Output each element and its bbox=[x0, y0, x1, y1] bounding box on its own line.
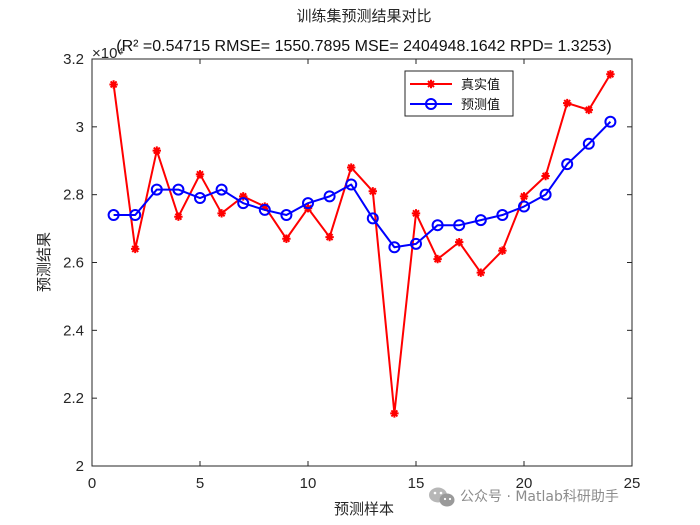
series-line bbox=[113, 121, 612, 249]
data-point bbox=[433, 254, 442, 264]
watermark: 公众号 · Matlab科研助手 bbox=[429, 487, 619, 507]
y-axis-label: 预测结果 bbox=[35, 232, 53, 292]
data-point bbox=[150, 183, 163, 196]
data-point bbox=[606, 70, 615, 79]
y-tick-label: 2.8 bbox=[63, 187, 84, 204]
y-tick-label: 2.2 bbox=[63, 390, 84, 407]
x-tick-label: 10 bbox=[300, 475, 317, 492]
data-point bbox=[217, 209, 226, 218]
data-point bbox=[195, 170, 205, 179]
data-point bbox=[474, 214, 487, 227]
x-tick-label: 25 bbox=[624, 475, 641, 492]
y-exponent-label: ×10⁴ bbox=[92, 45, 124, 62]
data-point bbox=[323, 190, 336, 203]
legend-box bbox=[404, 70, 514, 117]
data-point bbox=[174, 212, 183, 221]
data-point bbox=[453, 219, 466, 232]
data-point bbox=[539, 188, 552, 201]
data-point bbox=[411, 209, 421, 218]
data-point bbox=[496, 209, 509, 222]
data-point bbox=[388, 241, 401, 254]
data-point bbox=[561, 158, 574, 171]
data-point bbox=[563, 98, 572, 108]
data-point bbox=[347, 163, 356, 172]
data-point bbox=[194, 192, 206, 205]
data-point bbox=[258, 203, 271, 216]
series-actual bbox=[109, 70, 615, 418]
x-tick-label: 0 bbox=[88, 475, 96, 492]
data-point bbox=[410, 237, 422, 250]
data-point bbox=[582, 137, 595, 150]
series-predicted bbox=[107, 115, 617, 254]
data-point bbox=[431, 219, 444, 232]
data-point bbox=[282, 234, 291, 243]
data-point bbox=[345, 178, 358, 191]
data-point bbox=[109, 80, 118, 89]
data-point bbox=[302, 197, 314, 210]
x-tick-label: 15 bbox=[408, 475, 425, 492]
data-point bbox=[498, 246, 507, 255]
legend-label: 预测值 bbox=[461, 97, 500, 113]
wechat-icon bbox=[429, 487, 455, 507]
data-point bbox=[604, 115, 617, 128]
y-tick-label: 2.4 bbox=[63, 322, 84, 339]
data-point bbox=[129, 209, 142, 222]
y-tick-label: 3.2 bbox=[63, 51, 84, 68]
legend-item: 真实值 bbox=[410, 77, 500, 93]
data-point bbox=[260, 202, 269, 211]
series-line bbox=[112, 73, 612, 415]
x-tick-label: 20 bbox=[516, 475, 533, 492]
legend-marker bbox=[426, 79, 436, 89]
legend-marker bbox=[425, 98, 437, 110]
data-point bbox=[107, 209, 120, 222]
data-point bbox=[455, 237, 464, 247]
x-tick-label: 5 bbox=[196, 475, 204, 492]
data-point bbox=[239, 192, 248, 201]
y-tick-label: 2.6 bbox=[63, 255, 84, 272]
x-axis-label: 预测样本 bbox=[334, 500, 394, 518]
data-point bbox=[131, 244, 140, 254]
data-point bbox=[215, 183, 228, 196]
data-point bbox=[237, 197, 250, 210]
plot-area bbox=[91, 58, 633, 467]
series-layer bbox=[107, 70, 617, 418]
data-point bbox=[368, 187, 377, 196]
axis-ticks: 0 5 10 15 20 25 2 2.2 2.4 2.6 2.8 3 3.2 bbox=[63, 51, 640, 492]
legend-item: 预测值 bbox=[410, 97, 500, 113]
data-point bbox=[172, 183, 185, 196]
chart-subtitle: (R² =0.54715 RMSE= 1550.7895 MSE= 240494… bbox=[116, 38, 611, 55]
y-tick-label: 3 bbox=[76, 119, 84, 136]
chart-title: 训练集预测结果对比 bbox=[296, 7, 431, 25]
data-point bbox=[518, 200, 530, 213]
data-point bbox=[519, 192, 529, 201]
legend-label: 真实值 bbox=[461, 77, 500, 93]
y-tick-label: 2 bbox=[76, 458, 84, 475]
data-point bbox=[541, 171, 550, 181]
data-point bbox=[325, 232, 334, 242]
data-point bbox=[390, 409, 399, 418]
watermark-text: 公众号 · Matlab科研助手 bbox=[460, 489, 619, 505]
data-point bbox=[366, 212, 379, 225]
data-point bbox=[584, 105, 593, 115]
data-point bbox=[280, 209, 293, 222]
data-point bbox=[476, 268, 485, 277]
data-point bbox=[152, 146, 161, 155]
